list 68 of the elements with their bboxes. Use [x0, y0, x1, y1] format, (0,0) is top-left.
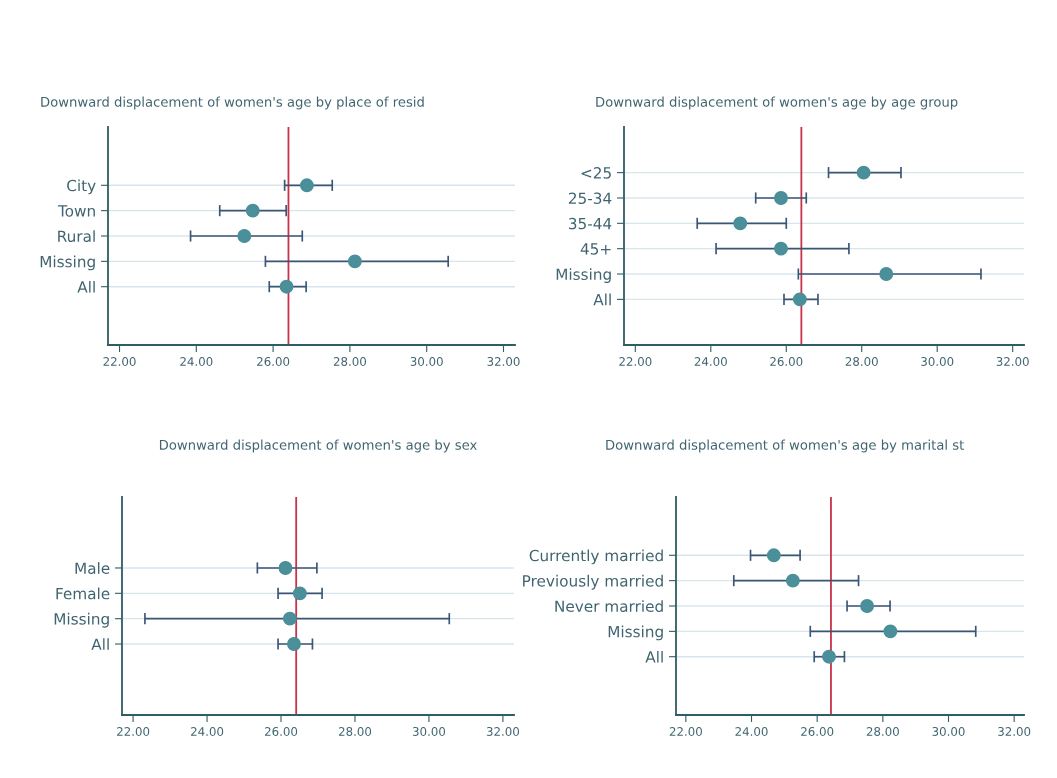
point — [279, 279, 294, 294]
y-tick-label: Currently married — [529, 549, 663, 565]
y-tick-label: Missing — [40, 255, 95, 271]
x-tick-label: 26.00 — [264, 727, 298, 736]
y-tick-label: 25-34 — [568, 192, 612, 204]
x-tick-label: 26.00 — [801, 727, 834, 736]
point — [860, 599, 875, 613]
x-tick-label: 32.00 — [486, 727, 520, 736]
y-tick-label: All — [77, 280, 95, 293]
point — [766, 548, 781, 563]
y-tick-label: All — [593, 293, 611, 306]
x-tick-label: 26.00 — [770, 357, 803, 366]
x-tick-label: 28.00 — [845, 357, 878, 366]
point — [292, 586, 307, 601]
x-tick-label: 32.00 — [998, 727, 1031, 736]
y-tick-label: Missing — [54, 612, 109, 628]
y-tick-label: All — [91, 638, 109, 650]
point — [774, 241, 788, 256]
x-tick-label: 24.00 — [694, 357, 727, 366]
y-tick-label: Male — [75, 562, 110, 574]
chart-title: Downward displacement of women's age by age group — [596, 96, 958, 110]
x-tick-label: 24.00 — [735, 727, 768, 736]
y-tick-label: Never married — [555, 600, 663, 613]
x-tick-label: 30.00 — [932, 727, 965, 736]
y-tick-label: Missing — [556, 268, 611, 283]
y-tick-label: 45+ — [580, 243, 611, 255]
x-tick-label: 22.00 — [117, 727, 150, 736]
chart-title: Downward displacement of women's age by marital st — [606, 439, 964, 453]
x-tick-label: 24.00 — [180, 357, 213, 366]
x-tick-label: 28.00 — [866, 727, 899, 736]
x-tick-label: 30.00 — [410, 357, 443, 366]
y-tick-label: <25 — [581, 167, 611, 179]
x-tick-label: 32.00 — [996, 357, 1029, 366]
x-tick-label: 32.00 — [487, 357, 520, 366]
point — [347, 254, 362, 269]
chart-title: Downward displacement of women's age by sex — [159, 439, 477, 453]
y-tick-label: Female — [56, 587, 110, 600]
y-tick-label: Town — [57, 205, 95, 217]
x-tick-label: 28.00 — [338, 727, 372, 736]
x-tick-label: 22.00 — [619, 357, 652, 366]
point — [785, 573, 800, 588]
x-tick-label: 26.00 — [257, 357, 290, 366]
point — [792, 292, 807, 307]
x-tick-label: 30.00 — [412, 727, 446, 736]
point — [879, 267, 894, 281]
y-tick-label: 35-44 — [568, 217, 612, 230]
point — [822, 649, 836, 664]
point — [299, 178, 314, 193]
y-tick-label: Rural — [58, 230, 95, 243]
point — [245, 203, 260, 218]
x-tick-label: 22.00 — [103, 357, 136, 366]
point — [883, 624, 898, 639]
x-tick-label: 30.00 — [921, 357, 954, 366]
chart-title: Downward displacement of women's age by place of resid — [41, 96, 424, 110]
x-tick-label: 24.00 — [191, 727, 224, 736]
y-tick-label: All — [645, 650, 663, 663]
point — [774, 191, 788, 205]
point — [856, 165, 871, 180]
x-tick-label: 28.00 — [333, 357, 367, 366]
point — [278, 561, 293, 575]
point — [733, 216, 748, 231]
x-tick-label: 22.00 — [669, 727, 702, 736]
y-tick-label: Missing — [608, 625, 663, 641]
point — [282, 611, 297, 626]
y-tick-label: Previously married — [523, 574, 663, 590]
y-tick-label: City — [67, 179, 96, 195]
point — [287, 637, 301, 651]
point — [237, 229, 252, 243]
